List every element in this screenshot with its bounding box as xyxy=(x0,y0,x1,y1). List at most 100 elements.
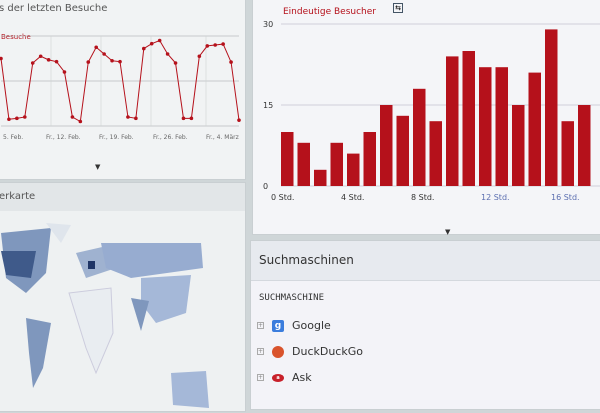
bar xyxy=(528,72,541,186)
x-tick-label: 5. Feb. xyxy=(3,134,23,141)
bar xyxy=(363,132,376,186)
data-point xyxy=(0,56,3,61)
ask-icon: a xyxy=(272,373,284,382)
data-point xyxy=(229,60,233,64)
data-point xyxy=(126,115,130,119)
bar xyxy=(314,169,327,186)
map-asia xyxy=(141,275,191,323)
y-tick-label: 30 xyxy=(263,20,273,29)
bar xyxy=(561,121,574,186)
x-tick-label: 4 Std. xyxy=(341,193,364,202)
data-point xyxy=(102,52,106,56)
engine-name: Ask xyxy=(292,371,312,384)
data-point xyxy=(110,58,114,63)
data-point xyxy=(23,115,27,119)
data-point xyxy=(94,45,98,50)
data-point xyxy=(70,115,75,119)
x-tick-label: Fr., 4. März xyxy=(206,134,239,141)
search-engine-row[interactable]: + g Google xyxy=(257,319,331,332)
engine-name: Google xyxy=(292,319,331,332)
expand-arrow-icon[interactable]: ▼ xyxy=(445,228,451,236)
bar xyxy=(545,29,558,187)
bar xyxy=(512,105,525,186)
data-point xyxy=(181,116,186,121)
data-point xyxy=(54,59,59,64)
search-engine-row[interactable]: + a Ask xyxy=(257,371,312,384)
google-icon: g xyxy=(272,319,284,332)
map-africa xyxy=(68,287,114,375)
bar xyxy=(446,56,459,187)
bar xyxy=(330,142,343,186)
data-point xyxy=(205,44,210,48)
data-point xyxy=(237,118,241,122)
data-point xyxy=(165,52,170,56)
map-india xyxy=(131,298,149,331)
data-point xyxy=(38,54,43,59)
data-point xyxy=(7,117,11,122)
data-point xyxy=(149,41,154,46)
x-tick-label: 16 Std. xyxy=(551,193,580,202)
x-tick-label: Fr., 26. Feb. xyxy=(153,134,188,141)
bar-chart: 0 15 30 0 Std. 4 Std. 8 Std. 12 Std. 16 Std. xyxy=(263,20,600,202)
map-russia xyxy=(101,243,203,278)
search-engines-panel: Suchmaschinen SUCHMASCHINE + g Google + Duc… xyxy=(250,240,600,410)
data-point xyxy=(197,54,202,59)
data-point xyxy=(78,119,83,124)
data-point xyxy=(118,59,122,64)
data-point xyxy=(157,38,162,43)
legend-unique-visitors: Eindeutige Besucher xyxy=(283,7,376,17)
expand-icon[interactable]: + xyxy=(257,348,264,355)
map-australia xyxy=(171,371,209,408)
x-tick-label: 0 Std. xyxy=(271,193,294,202)
map-usa xyxy=(1,251,36,278)
bar xyxy=(413,88,426,186)
data-point xyxy=(46,58,51,62)
world-map xyxy=(1,223,209,408)
x-tick-label: Fr., 12. Feb. xyxy=(46,134,81,141)
bar xyxy=(380,105,393,186)
data-point xyxy=(134,116,138,121)
data-point xyxy=(213,43,217,47)
data-point xyxy=(221,42,225,46)
x-tick-label: 8 Std. xyxy=(411,193,434,202)
data-point xyxy=(30,61,35,65)
map-germany xyxy=(88,261,95,269)
data-point xyxy=(142,46,146,51)
bar xyxy=(462,51,475,186)
x-tick-label: Fr., 19. Feb. xyxy=(99,134,134,141)
column-header[interactable]: SUCHMASCHINE xyxy=(259,293,325,303)
world-map-panel: erkarte xyxy=(0,182,246,412)
export-icon[interactable]: ⇆ xyxy=(393,3,403,13)
bar xyxy=(297,142,310,186)
bar xyxy=(396,115,409,186)
expand-icon[interactable]: + xyxy=(257,322,264,329)
legend-besuche: Besuche xyxy=(1,33,31,41)
panel-title: erkarte xyxy=(0,191,36,202)
expand-arrow-icon[interactable]: ▼ xyxy=(95,163,101,171)
bar xyxy=(578,105,591,186)
y-tick-label: 0 xyxy=(263,182,268,191)
bar xyxy=(495,67,508,186)
bar xyxy=(281,132,294,186)
line-chart: 5. Feb. Fr., 12. Feb. Fr., 19. Feb. Fr., 26… xyxy=(0,35,241,141)
data-point xyxy=(15,116,19,121)
y-tick-label: 15 xyxy=(263,101,273,110)
unique-visitors-panel: Eindeutige Besucher ⇆ 0 15 30 0 Std. 4 Std. 8… xyxy=(252,0,600,236)
map-south-america xyxy=(26,318,51,388)
panel-title: s der letzten Besuche xyxy=(0,3,108,14)
engine-name: DuckDuckGo xyxy=(292,345,363,358)
bar xyxy=(479,67,492,186)
bar xyxy=(347,153,360,186)
x-tick-label: 12 Std. xyxy=(481,193,510,202)
expand-icon[interactable]: + xyxy=(257,374,264,381)
data-point xyxy=(173,61,178,65)
panel-title: Suchmaschinen xyxy=(259,253,354,267)
duckduckgo-icon xyxy=(272,345,284,358)
visits-history-panel: s der letzten Besuche Besuche 5. Feb. Fr.… xyxy=(0,0,246,180)
data-point xyxy=(189,116,194,121)
search-engine-row[interactable]: + DuckDuckGo xyxy=(257,345,363,358)
data-point xyxy=(86,60,91,64)
map-greenland xyxy=(46,223,71,243)
data-point xyxy=(62,70,67,74)
bar xyxy=(429,121,442,186)
